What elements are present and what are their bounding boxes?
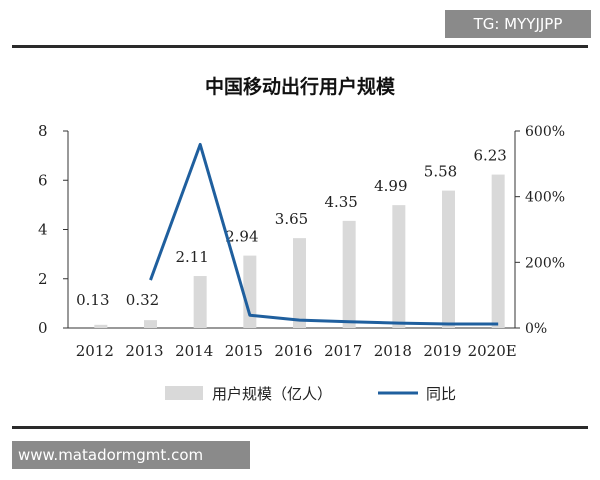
legend: 用户规模（亿人） 同比 <box>165 385 456 403</box>
bar-data-label: 6.23 <box>473 147 506 165</box>
y-left-tick-label: 8 <box>38 122 48 140</box>
x-tick-label: 2012 <box>76 342 114 360</box>
bar <box>144 320 157 328</box>
tick-labels: 0 2 4 6 8 0% 200% 400% 600% 2012 2013 2014 2015 2016 2… <box>38 122 565 360</box>
bar <box>442 190 455 328</box>
line-path <box>149 142 499 326</box>
bar-data-label: 5.58 <box>424 163 457 181</box>
bar-data-label: 0.32 <box>126 291 159 309</box>
bar-data-label: 2.11 <box>175 248 208 266</box>
y-left-tick-label: 4 <box>38 221 48 239</box>
bar-data-label: 0.13 <box>76 291 109 309</box>
x-tick-label: 2015 <box>225 342 263 360</box>
legend-label-bar: 用户规模（亿人） <box>212 385 332 403</box>
bar <box>392 205 406 328</box>
x-tick-label: 2017 <box>324 342 362 360</box>
watermark-top: TG: MYYJJPP <box>445 10 591 38</box>
y-left-tick-label: 2 <box>38 270 48 288</box>
bar <box>491 174 505 328</box>
y-right-tick-label: 400% <box>525 190 565 206</box>
x-tick-label: 2016 <box>274 342 312 360</box>
chart-title: 中国移动出行用户规模 <box>204 76 395 98</box>
y-left-tick-label: 0 <box>38 319 48 337</box>
y-right-tick-label: 600% <box>525 124 565 140</box>
bar <box>193 276 207 328</box>
legend-swatch-bar <box>165 386 203 400</box>
top-divider <box>12 45 588 48</box>
bar-data-label: 4.35 <box>324 193 357 211</box>
x-tick-label: 2013 <box>125 342 163 360</box>
x-tick-label: 2020E <box>468 342 517 360</box>
bar <box>94 324 108 328</box>
x-tick-label: 2019 <box>423 342 461 360</box>
x-tick-label: 2018 <box>374 342 412 360</box>
y-right-tick-label: 200% <box>525 255 565 271</box>
bar <box>342 220 356 328</box>
bar-data-labels: 0.13 0.32 2.11 2.94 3.65 4.35 4.99 5.58 6.23 <box>76 147 507 309</box>
bar-data-label: 2.94 <box>225 228 258 246</box>
legend-label-line: 同比 <box>426 385 456 403</box>
y-left-tick-label: 6 <box>38 171 48 189</box>
bar <box>293 238 306 328</box>
bottom-divider <box>12 426 588 429</box>
watermark-bottom: www.matadormgmt.com <box>12 441 250 469</box>
y-right-tick-label: 0% <box>525 321 547 337</box>
x-tick-label: 2014 <box>175 342 213 360</box>
bar <box>243 255 257 328</box>
line-series <box>149 142 499 326</box>
bar-data-label: 4.99 <box>374 177 407 195</box>
bar-data-label: 3.65 <box>275 210 308 228</box>
bar-series <box>94 174 505 328</box>
